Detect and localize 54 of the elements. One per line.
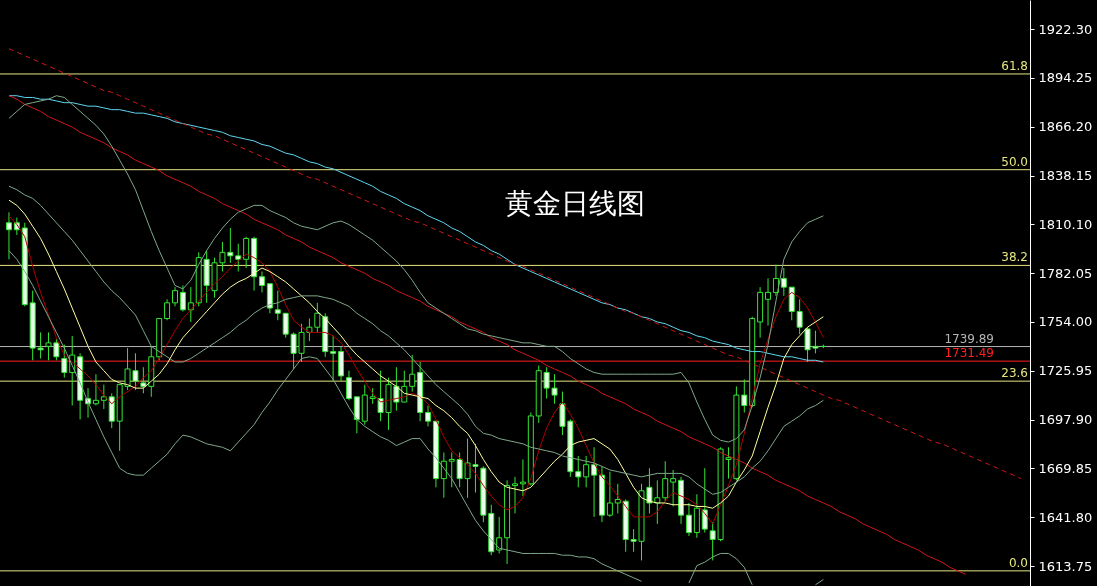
candlestick — [591, 446, 598, 518]
line-series — [8, 95, 824, 443]
candlestick — [61, 344, 68, 379]
candlestick — [235, 243, 242, 273]
candlestick — [780, 267, 787, 297]
y-tick-label: 1725.95 — [1038, 363, 1093, 379]
candlestick — [172, 286, 178, 307]
candlestick — [519, 458, 526, 497]
y-tick-label: 1669.85 — [1038, 460, 1093, 476]
y-tick-label: 1838.15 — [1038, 168, 1093, 184]
candlestick — [92, 373, 99, 407]
candlestick — [448, 452, 455, 488]
y-tick-label: 1754.00 — [1038, 314, 1093, 330]
candlestick — [330, 335, 337, 382]
candlestick — [345, 370, 352, 401]
y-tick-label: 1922.30 — [1038, 21, 1093, 37]
candlestick — [670, 469, 677, 507]
y-tick-label: 1641.80 — [1038, 509, 1093, 525]
candlestick — [409, 354, 416, 393]
candlestick — [614, 483, 621, 514]
candlestick — [100, 384, 107, 410]
annotation: 23.6 — [1001, 366, 1028, 381]
candlestick — [701, 467, 708, 534]
annotation: 50.0 — [1001, 154, 1028, 169]
candlestick — [274, 290, 281, 321]
y-tick-label: 1810.10 — [1038, 216, 1093, 232]
annotation: 38.2 — [1001, 250, 1028, 265]
line-series — [8, 95, 824, 363]
y-tick-label: 1894.25 — [1038, 70, 1093, 86]
y-tick-label: 1697.90 — [1038, 412, 1093, 428]
y-tick-label: 1866.20 — [1038, 119, 1093, 135]
candlestick — [765, 277, 772, 326]
candlestick — [606, 471, 613, 518]
annotation: 61.8 — [1001, 58, 1028, 73]
candlestick — [5, 211, 12, 260]
candlestick — [662, 460, 669, 502]
candlestick — [575, 455, 582, 488]
candlestick — [353, 396, 360, 434]
candlestick — [583, 455, 590, 488]
candlestick — [243, 236, 250, 269]
candlestick — [685, 502, 692, 537]
candlestick — [496, 516, 503, 554]
annotation: 0.0 — [1008, 555, 1028, 570]
candlestick — [796, 298, 803, 335]
y-tick-label: 1613.75 — [1038, 558, 1093, 574]
candlestick — [425, 405, 432, 427]
ref-line-label: 1731.49 — [944, 346, 994, 361]
candlestick — [164, 298, 171, 321]
candlestick — [512, 476, 518, 514]
candlestick — [179, 284, 186, 313]
text: 黄金日线图 — [505, 187, 645, 220]
ref-line-label: 1739.89 — [944, 331, 994, 346]
candlestick — [258, 271, 265, 293]
y-tick-label: 1782.05 — [1038, 265, 1093, 281]
